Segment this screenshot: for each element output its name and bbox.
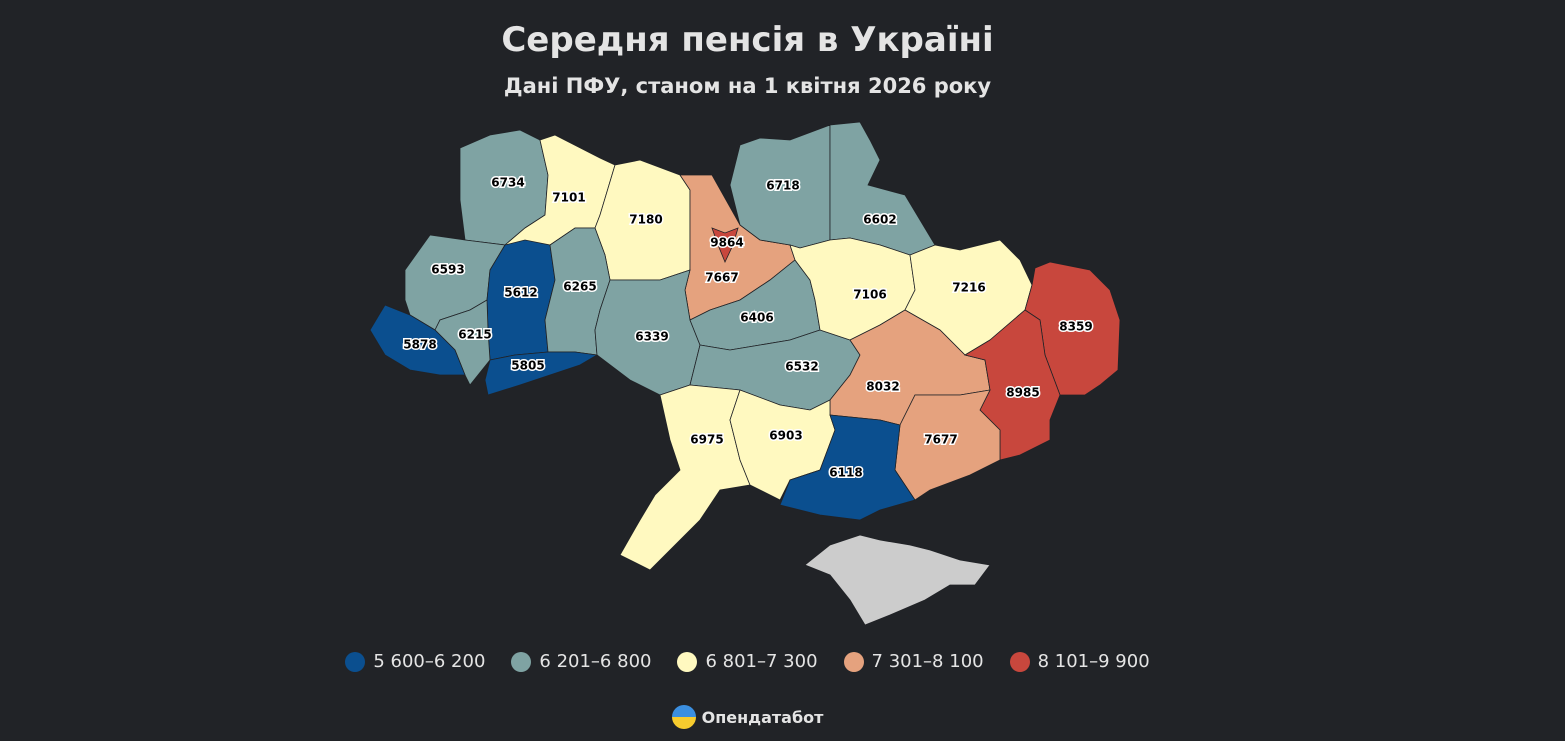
- region-label: 7180: [629, 213, 662, 227]
- subtitle: Дані ПФУ, станом на 1 квітня 2026 року: [503, 74, 992, 98]
- region: [829, 121, 936, 256]
- region-label: 6718: [766, 179, 799, 193]
- region-label: 6339: [635, 330, 668, 344]
- region: [369, 304, 466, 376]
- map: 6734 7101 7180 7667 9864 6718 6602 6593 5612 6265…: [369, 121, 1121, 626]
- region-label: 6118: [829, 466, 862, 480]
- region-label: 7216: [952, 281, 985, 295]
- legend-label: 8 101–9 900: [1037, 651, 1150, 672]
- region-label: 6265: [563, 280, 596, 294]
- legend-label: 6 801–7 300: [705, 651, 818, 672]
- region-label: 7101: [552, 191, 585, 205]
- region: [486, 239, 556, 361]
- legend-item: 5 600–6 200: [345, 651, 485, 672]
- region-label: 6602: [863, 213, 896, 227]
- crimea: [804, 534, 991, 626]
- region: [711, 227, 739, 263]
- region-label: 5878: [403, 338, 436, 352]
- legend-swatch: [677, 651, 698, 672]
- legend-item: 6 801–7 300: [677, 651, 818, 672]
- region-label: 6532: [785, 360, 818, 374]
- region: [779, 414, 916, 521]
- footer: Опендатабот: [0, 705, 1495, 729]
- region: [619, 384, 751, 571]
- legend-item: 8 101–9 900: [1009, 651, 1150, 672]
- legend-label: 5 600–6 200: [373, 651, 486, 672]
- region-label: 5612: [504, 286, 537, 300]
- legend: 5 600–6 200 6 201–6 800 6 801–7 300 7 301–8…: [0, 651, 1495, 672]
- region-label: 8359: [1059, 320, 1092, 334]
- legend-swatch: [345, 651, 366, 672]
- region-label: 7667: [705, 271, 738, 285]
- region-label: 7106: [853, 288, 886, 302]
- title: Середня пенсія в Україні: [501, 20, 994, 60]
- region-label: 7677: [924, 433, 957, 447]
- legend-label: 6 201–6 800: [539, 651, 652, 672]
- region-label: 8985: [1006, 386, 1039, 400]
- region-label: 8032: [866, 380, 899, 394]
- legend-swatch: [843, 651, 864, 672]
- region-label: 6903: [769, 429, 802, 443]
- region-label: 5805: [511, 359, 544, 373]
- region-label: 6215: [458, 328, 491, 342]
- region: [484, 351, 599, 396]
- region-label: 6593: [431, 263, 464, 277]
- legend-label: 7 301–8 100: [871, 651, 984, 672]
- legend-item: 6 201–6 800: [511, 651, 651, 672]
- region-label: 6734: [491, 176, 524, 190]
- region-label: 6975: [690, 433, 723, 447]
- region-label: 6406: [740, 311, 773, 325]
- brand: Опендатабот: [701, 707, 824, 727]
- region: [963, 309, 1061, 461]
- logo: [671, 705, 696, 729]
- legend-swatch: [511, 651, 532, 672]
- legend-item: 7 301–8 100: [843, 651, 984, 672]
- legend-swatch: [1009, 651, 1030, 672]
- region-label: 9864: [710, 236, 743, 250]
